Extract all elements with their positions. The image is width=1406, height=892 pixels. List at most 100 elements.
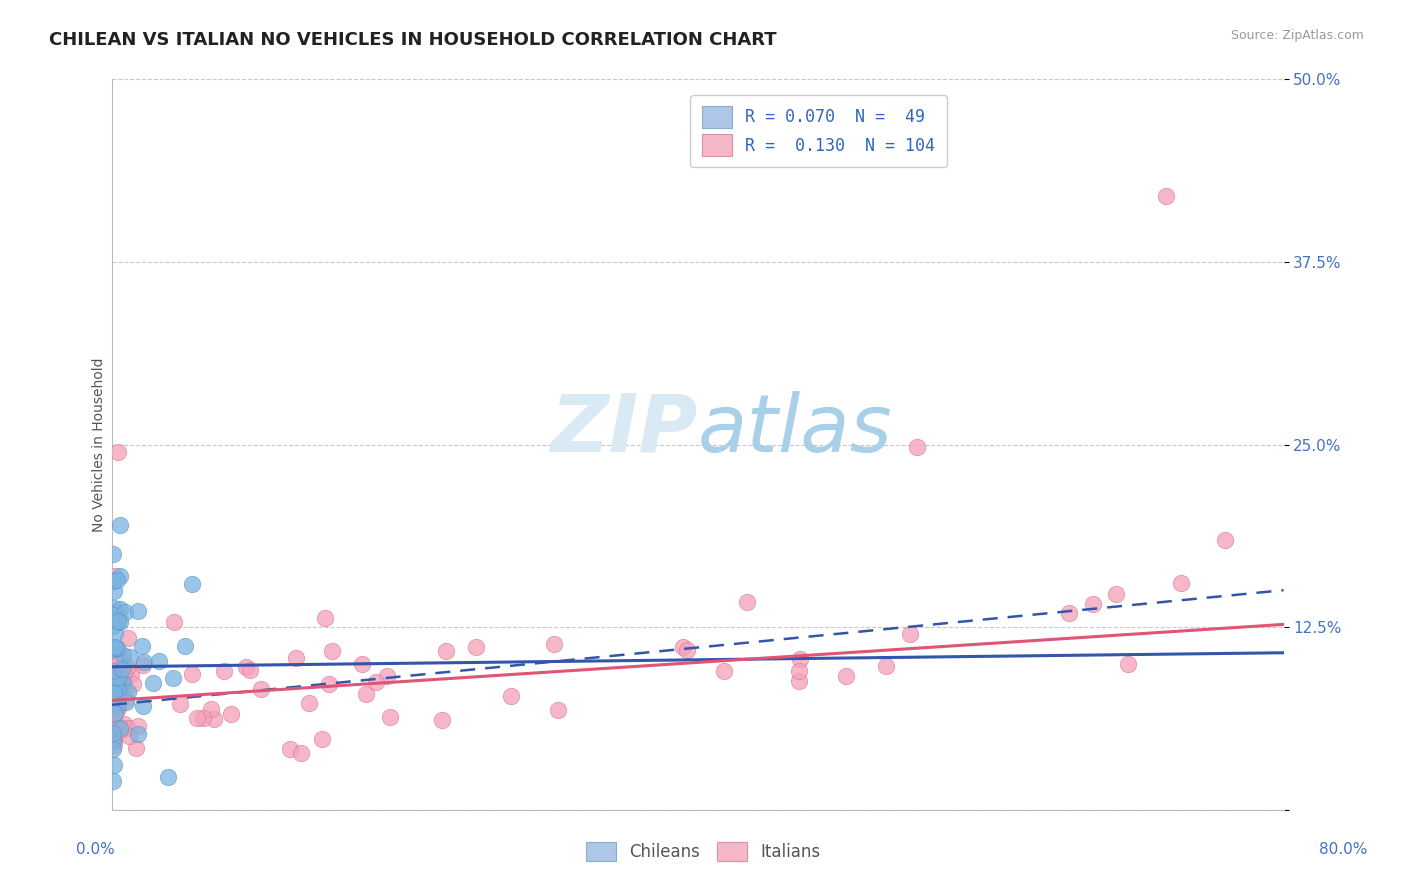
Point <box>105 641 128 656</box>
Point <box>108 615 131 629</box>
Point <box>434 644 457 658</box>
Point <box>103 677 125 691</box>
Point <box>907 441 929 455</box>
Point <box>104 700 127 714</box>
Point <box>285 650 308 665</box>
Point <box>1170 576 1192 591</box>
Point <box>354 687 377 701</box>
Point <box>108 518 131 533</box>
Point <box>108 657 131 671</box>
Point <box>103 666 125 681</box>
Point <box>104 706 127 721</box>
Point <box>174 639 197 653</box>
Point <box>499 689 522 703</box>
Point <box>105 722 128 736</box>
Point <box>202 712 225 726</box>
Point <box>105 658 128 673</box>
Point <box>103 664 125 678</box>
Point <box>105 573 128 587</box>
Point <box>314 610 336 624</box>
Point <box>103 686 125 700</box>
Point <box>103 724 125 739</box>
Point <box>875 658 897 673</box>
Text: atlas: atlas <box>697 391 893 469</box>
Point <box>105 614 128 628</box>
Point <box>1156 189 1178 203</box>
Point <box>464 640 486 655</box>
Point <box>162 671 184 685</box>
Point <box>318 676 340 690</box>
Point <box>103 619 125 633</box>
Point <box>180 667 202 681</box>
Point <box>104 625 127 640</box>
Point <box>105 665 128 680</box>
Point <box>117 685 139 699</box>
Point <box>117 721 139 735</box>
Point <box>104 684 127 698</box>
Point <box>103 689 125 703</box>
Point <box>118 729 141 743</box>
Point <box>127 604 149 618</box>
Point <box>239 663 262 677</box>
Point <box>127 727 149 741</box>
Point <box>108 674 131 689</box>
Point <box>131 699 153 714</box>
Point <box>103 707 125 722</box>
Point <box>112 648 135 662</box>
Point <box>169 697 191 711</box>
Point <box>212 664 235 678</box>
Legend: Chileans, Italians: Chileans, Italians <box>579 835 827 868</box>
Text: Source: ZipAtlas.com: Source: ZipAtlas.com <box>1230 29 1364 42</box>
Point <box>298 696 321 710</box>
Point <box>104 677 127 691</box>
Point <box>250 681 273 696</box>
Point <box>105 701 128 715</box>
Point <box>104 606 127 620</box>
Point <box>156 770 179 784</box>
Point <box>103 601 125 615</box>
Point <box>111 662 134 676</box>
Point <box>118 650 141 665</box>
Point <box>547 703 569 717</box>
Point <box>835 668 858 682</box>
Point <box>350 657 373 671</box>
Point <box>121 676 143 690</box>
Point <box>103 738 125 752</box>
Point <box>1213 533 1236 547</box>
Point <box>112 665 135 680</box>
Point <box>103 647 125 661</box>
Point <box>108 602 131 616</box>
Point <box>1057 607 1080 621</box>
Point <box>104 641 127 656</box>
Point <box>713 665 735 679</box>
Point <box>235 660 257 674</box>
Legend: R = 0.070  N =  49, R =  0.130  N = 104: R = 0.070 N = 49, R = 0.130 N = 104 <box>690 95 948 168</box>
Point <box>115 661 138 675</box>
Point <box>105 670 128 684</box>
Point <box>112 656 135 670</box>
Point <box>107 681 129 695</box>
Point <box>107 681 129 695</box>
Point <box>1105 587 1128 601</box>
Point <box>219 706 242 721</box>
Point <box>364 674 387 689</box>
Point <box>132 655 155 669</box>
Point <box>111 676 134 690</box>
Point <box>127 719 149 733</box>
Point <box>103 696 125 710</box>
Point <box>430 713 453 727</box>
Point <box>103 721 125 735</box>
Text: 0.0%: 0.0% <box>76 842 115 856</box>
Point <box>112 717 135 731</box>
Point <box>108 569 131 583</box>
Point <box>148 654 170 668</box>
Point <box>111 676 134 690</box>
Point <box>787 674 810 689</box>
Point <box>290 747 312 761</box>
Point <box>108 721 131 735</box>
Point <box>200 702 222 716</box>
Point <box>132 657 155 672</box>
Point <box>103 691 125 706</box>
Point <box>115 692 138 706</box>
Point <box>103 773 125 788</box>
